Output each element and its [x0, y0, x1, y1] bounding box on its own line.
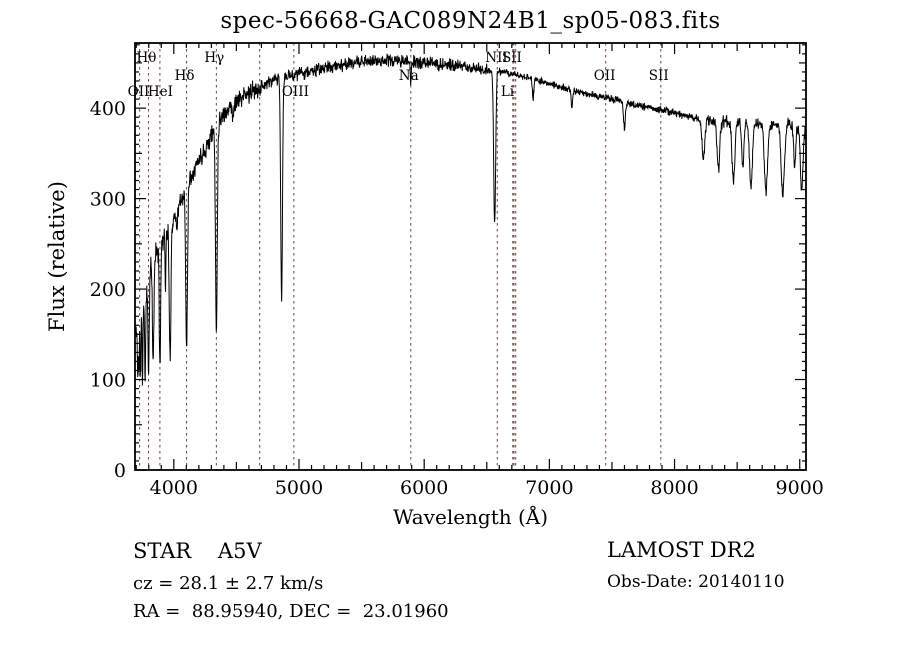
- x-tick-label: 8000: [650, 477, 698, 499]
- y-tick-label: 400: [90, 98, 126, 120]
- line-marker-label: Li: [501, 84, 515, 100]
- line-marker-label: Hδ: [175, 68, 195, 84]
- page-title: spec-56668-GAC089N24B1_sp05-083.fits: [220, 8, 721, 34]
- line-marker-label: SII: [502, 50, 522, 66]
- y-tick-label: 0: [114, 460, 126, 482]
- classification-text: STAR A5V: [133, 539, 262, 563]
- line-marker-label: NII: [485, 50, 507, 66]
- line-marker-label: Na: [399, 68, 419, 84]
- x-tick-label: 4000: [150, 477, 198, 499]
- spectrum-trace: [135, 53, 806, 386]
- plot-frame: [134, 42, 807, 471]
- y-tick-label: 300: [90, 189, 126, 211]
- x-tick-label: 7000: [525, 477, 573, 499]
- line-marker-label: Hθ: [137, 50, 157, 66]
- x-tick-label: 5000: [275, 477, 323, 499]
- line-marker-label: OIII: [282, 84, 309, 100]
- line-marker-label: Hγ: [204, 50, 224, 66]
- obs-date-text: Obs-Date: 20140110: [607, 572, 785, 592]
- survey-release-text: LAMOST DR2: [607, 538, 756, 562]
- y-tick-label: 200: [90, 279, 126, 301]
- line-marker-label: OII: [128, 84, 150, 100]
- line-marker-label: SII: [649, 68, 669, 84]
- line-marker-label: HeI: [148, 84, 173, 100]
- y-axis-label: Flux (relative): [45, 181, 69, 332]
- radial-velocity-text: cz = 28.1 ± 2.7 km/s: [133, 573, 324, 594]
- x-axis-label: Wavelength (Å): [393, 504, 548, 529]
- line-marker-label: OII: [594, 68, 616, 84]
- x-tick-label: 9000: [776, 477, 824, 499]
- coordinates-text: RA = 88.95940, DEC = 23.01960: [133, 601, 449, 622]
- x-tick-label: 6000: [400, 477, 448, 499]
- y-tick-label: 100: [90, 370, 126, 392]
